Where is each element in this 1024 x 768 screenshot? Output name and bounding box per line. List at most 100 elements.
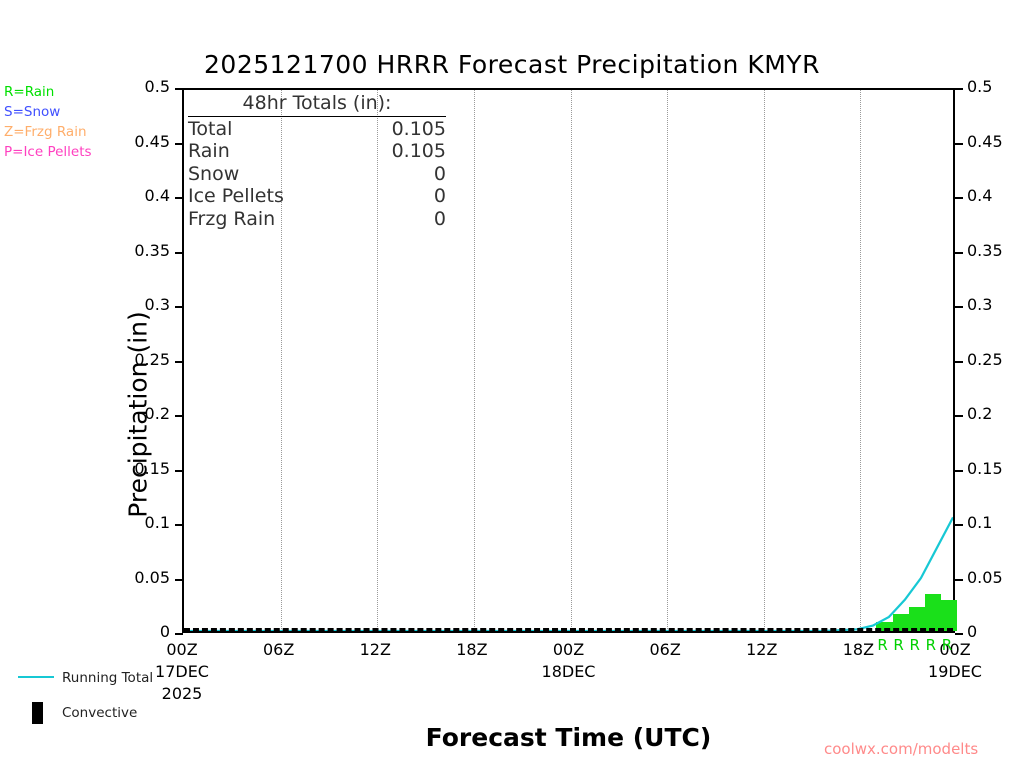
precip-type-marker: R — [925, 636, 937, 654]
gridline — [860, 90, 862, 631]
y-axis-tick-mark — [955, 306, 963, 308]
precip-type-key: R=Rain S=Snow Z=Frzg Rain P=Ice Pellets — [4, 82, 154, 162]
y-axis-tick-mark — [175, 88, 183, 90]
totals-label: Snow — [188, 162, 240, 185]
y-axis-tick-mark — [955, 142, 963, 145]
bar-swatch-icon — [32, 702, 43, 724]
x-axis-tick-label: 06Z — [262, 640, 295, 659]
y-axis-tick-label-left: 0.25 — [134, 349, 170, 369]
totals-value: 0.105 — [391, 140, 446, 163]
totals-label: Rain — [188, 140, 230, 163]
y-axis-tick-mark — [955, 360, 963, 363]
x-axis-label: Forecast Time (UTC) — [425, 723, 712, 752]
totals-value: 0 — [433, 207, 446, 230]
bar-series-convective — [184, 90, 957, 631]
x-axis-year-label: 2025 — [161, 684, 203, 703]
y-axis-tick-label-left: 0.15 — [134, 458, 170, 478]
x-axis-tick-label: 18Z — [842, 640, 875, 659]
bar — [876, 622, 893, 631]
y-axis-tick-label-right: 0.2 — [967, 404, 993, 423]
type-key-item-frzg-rain: Z=Frzg Rain — [4, 124, 87, 140]
totals-row: Snow 0 — [188, 163, 446, 186]
totals-label: Frzg Rain — [188, 207, 276, 230]
y-axis-tick-mark — [955, 469, 963, 472]
bar — [908, 607, 925, 631]
gridline — [473, 90, 475, 631]
y-axis-tick-label-right: 0.4 — [967, 186, 993, 205]
legend-convective-label: Convective — [62, 705, 138, 721]
y-axis-tick-mark — [175, 524, 183, 526]
x-axis-tick-label: 06Z — [649, 640, 681, 659]
precip-type-marker: R — [877, 636, 888, 654]
y-axis-tick-label-right: 0.05 — [967, 567, 1003, 587]
y-axis-tick-mark — [955, 524, 963, 526]
y-axis-tick-label-left: 0.35 — [134, 240, 170, 260]
gridline — [763, 90, 765, 631]
gridline — [377, 90, 379, 631]
gridline — [280, 90, 282, 631]
y-axis-tick-mark — [175, 578, 183, 581]
y-axis-tick-label-right: 0 — [967, 622, 978, 641]
zero-baseline — [184, 628, 953, 631]
y-axis-tick-label-left: 0 — [159, 622, 170, 641]
y-axis-tick-label-right: 0.15 — [967, 458, 1003, 478]
x-axis-tick-label: 12Z — [746, 640, 778, 659]
totals-value: 0.105 — [391, 117, 446, 140]
totals-box: 48hr Totals (in): Total 0.105 Rain 0.105… — [188, 92, 446, 231]
x-axis-tick-label: 00Z — [166, 640, 198, 659]
y-axis-tick-mark — [175, 306, 183, 308]
y-axis-tick-mark — [175, 360, 183, 363]
totals-value: 0 — [433, 162, 446, 185]
x-axis-tick-label: 00Z — [939, 640, 971, 659]
x-axis-date-label: 19DEC — [928, 662, 982, 681]
y-axis-tick-label-left: 0.45 — [134, 131, 170, 151]
y-axis-tick-mark — [955, 251, 963, 254]
totals-row: Rain 0.105 — [188, 140, 446, 163]
totals-heading: 48hr Totals (in): — [188, 92, 446, 117]
y-axis-tick-mark — [175, 142, 183, 145]
bar — [924, 593, 941, 631]
totals-value: 0 — [433, 185, 446, 208]
y-axis-tick-label-left: 0.2 — [144, 404, 170, 423]
totals-row: Total 0.105 — [188, 118, 446, 141]
totals-label: Ice Pellets — [188, 185, 284, 208]
y-axis-tick-label-right: 0.45 — [967, 131, 1003, 151]
totals-row: Frzg Rain 0 — [188, 208, 446, 231]
x-axis-tick-label: 18Z — [456, 640, 488, 659]
y-axis-tick-label-left: 0.5 — [144, 77, 170, 96]
y-axis-tick-mark — [955, 633, 963, 635]
y-axis-tick-mark — [955, 578, 963, 581]
running-total-line — [184, 90, 953, 631]
y-axis-tick-label-left: 0.05 — [134, 567, 170, 587]
y-axis-tick-mark — [175, 197, 183, 199]
totals-label: Total — [188, 117, 233, 140]
y-axis-tick-mark — [175, 251, 183, 254]
y-axis-tick-label-right: 0.35 — [967, 240, 1003, 260]
gridline — [570, 90, 572, 631]
totals-row: Ice Pellets 0 — [188, 185, 446, 208]
x-axis-date-label: 18DEC — [541, 662, 596, 681]
y-axis-tick-label-left: 0.1 — [144, 513, 170, 532]
bar — [940, 600, 957, 631]
gridline — [667, 90, 669, 631]
y-axis-tick-mark — [175, 469, 183, 472]
y-axis-tick-label-left: 0.4 — [144, 186, 170, 205]
x-axis-date-label: 17DEC — [155, 662, 209, 681]
legend-running-total-label: Running Total — [62, 670, 154, 686]
line-swatch-icon — [18, 676, 54, 678]
y-axis-tick-label-right: 0.1 — [967, 513, 993, 532]
y-axis-tick-label-right: 0.3 — [967, 295, 993, 314]
y-axis-tick-label-left: 0.3 — [144, 295, 170, 314]
precip-type-marker: R — [941, 636, 953, 654]
bar — [892, 613, 909, 631]
type-key-item-rain: R=Rain — [4, 84, 55, 100]
type-key-item-snow: S=Snow — [4, 104, 61, 120]
chart-title: 2025121700 HRRR Forecast Precipitation K… — [204, 50, 820, 79]
type-key-item-ice-pellets: P=Ice Pellets — [4, 144, 92, 160]
x-axis-tick-label: 12Z — [359, 640, 391, 659]
y-axis-tick-mark — [175, 633, 183, 635]
y-axis-tick-mark — [955, 415, 963, 417]
y-axis-tick-mark — [175, 415, 183, 417]
y-axis-tick-label-right: 0.5 — [967, 77, 993, 96]
